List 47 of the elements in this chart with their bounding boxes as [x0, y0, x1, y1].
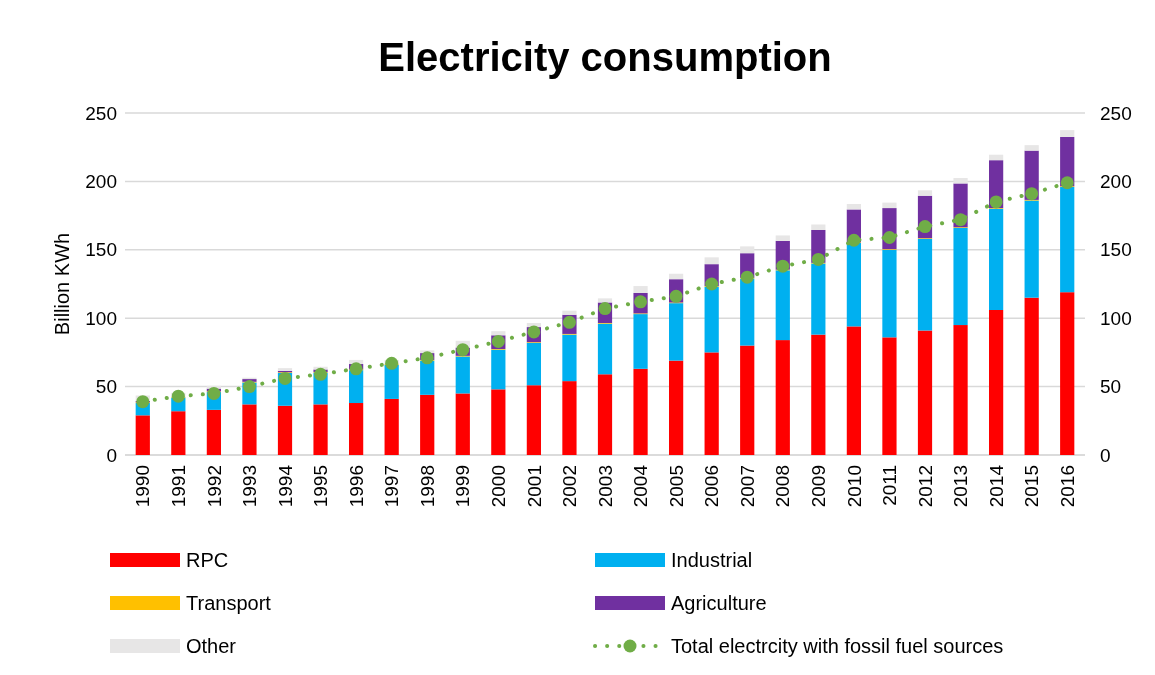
x-tick-label: 2014 — [985, 464, 1007, 508]
x-tick-label: 2012 — [914, 465, 936, 508]
x-tick-label: 2010 — [843, 465, 865, 508]
y-tick-label: 100 — [85, 307, 117, 329]
legend-label: Transport — [186, 592, 272, 614]
y2-tick-label: 0 — [1100, 444, 1111, 466]
x-tick-label: 2000 — [487, 465, 509, 508]
x-tick-label: 2007 — [736, 465, 758, 508]
x-tick-label: 1991 — [167, 465, 189, 508]
x-tick-label: 2009 — [807, 465, 829, 508]
legend-label: Other — [186, 635, 237, 657]
x-tick-label: 1998 — [416, 465, 438, 508]
x-tick-label: 1993 — [239, 465, 261, 508]
y-axis-title: Billion KWh — [51, 232, 73, 336]
legend-label: Total electrcity with fossil fuel sources — [671, 635, 1004, 657]
x-tick-label: 2011 — [879, 465, 901, 506]
y-tick-label: 0 — [106, 444, 117, 466]
x-tick-label: 2005 — [665, 465, 687, 508]
x-tick-label: 1992 — [203, 465, 225, 508]
legend-label: Agriculture — [671, 592, 767, 614]
y-tick-label: 50 — [95, 376, 117, 398]
x-tick-label: 1999 — [452, 465, 474, 508]
x-tick-label: 2015 — [1021, 465, 1043, 508]
x-tick-label: 2003 — [594, 465, 616, 508]
chart-title: Electricity consumption — [378, 35, 832, 79]
x-tick-label: 2016 — [1056, 465, 1078, 508]
x-tick-label: 1997 — [381, 465, 403, 508]
x-tick-label: 2008 — [772, 465, 794, 508]
x-tick-label: 1994 — [274, 464, 296, 508]
legend-label: Industrial — [671, 549, 753, 571]
y2-tick-label: 50 — [1100, 376, 1122, 398]
y2-tick-label: 150 — [1100, 239, 1132, 261]
x-tick-label: 2002 — [559, 465, 581, 508]
x-tick-label: 2004 — [630, 464, 652, 508]
x-tick-label: 1990 — [132, 465, 154, 508]
x-tick-label: 2001 — [523, 465, 545, 508]
y2-tick-label: 100 — [1100, 307, 1132, 329]
y-tick-label: 150 — [85, 239, 117, 261]
y-tick-label: 200 — [85, 171, 117, 193]
x-tick-label: 1995 — [310, 465, 332, 508]
x-tick-label: 2013 — [950, 465, 972, 508]
y-tick-label: 250 — [85, 102, 117, 124]
legend-label: RPC — [186, 549, 229, 571]
x-tick-label: 2006 — [701, 465, 723, 508]
y2-tick-label: 200 — [1100, 171, 1132, 193]
x-tick-label: 1996 — [345, 465, 367, 508]
y2-tick-label: 250 — [1100, 102, 1132, 124]
